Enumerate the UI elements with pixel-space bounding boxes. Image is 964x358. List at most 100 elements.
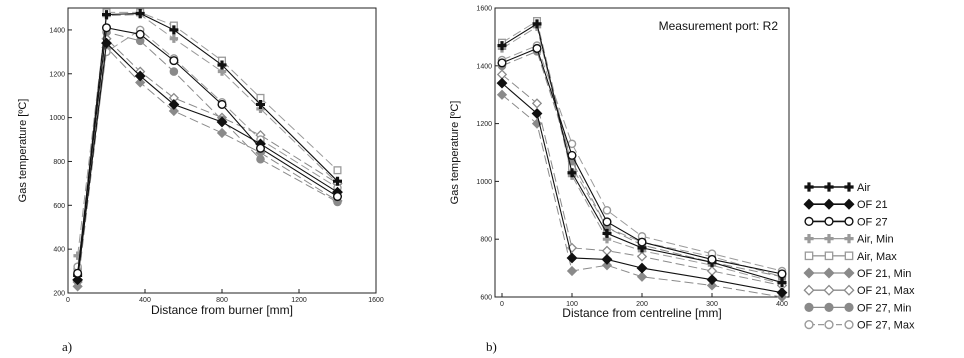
- x-tick-label: 400: [139, 297, 151, 304]
- data-point: [169, 56, 179, 66]
- data-point: [497, 41, 507, 51]
- data-point: [601, 260, 613, 271]
- data-point: [256, 154, 265, 164]
- legend-marker: [843, 284, 855, 296]
- legend-marker: [844, 302, 854, 313]
- x-tick-label: 1600: [368, 297, 384, 304]
- series-of-27: [73, 23, 343, 278]
- y-tick-label: 1600: [476, 6, 492, 13]
- y-tick-label: 1200: [49, 71, 65, 78]
- data-point: [332, 192, 343, 202]
- legend-entry: OF 27, Min: [804, 302, 911, 314]
- series-of-21-max: [72, 33, 343, 288]
- x-tick-label: 400: [776, 301, 788, 308]
- legend-marker: [803, 267, 815, 279]
- series-of-27-min: [73, 27, 342, 274]
- legend-marker: [804, 234, 814, 244]
- data-point: [602, 217, 612, 227]
- data-point: [169, 34, 179, 43]
- panel-label: a): [62, 339, 72, 354]
- y-tick-label: 200: [53, 291, 65, 298]
- data-point: [216, 116, 228, 128]
- data-point: [217, 99, 227, 109]
- legend-marker: [844, 216, 854, 227]
- data-point: [255, 143, 266, 153]
- x-tick-label: 100: [566, 301, 578, 308]
- data-point: [637, 237, 647, 247]
- legend-marker: [844, 182, 854, 192]
- y-tick-label: 1000: [476, 179, 492, 186]
- series-of-21: [72, 37, 343, 286]
- data-point: [777, 269, 787, 279]
- legend-marker: [804, 319, 814, 330]
- legend-entry: OF 27, Max: [804, 319, 915, 332]
- legend-marker: [804, 302, 814, 313]
- series-air-max: [73, 8, 342, 276]
- data-point: [566, 265, 578, 277]
- data-point: [102, 10, 111, 20]
- data-point: [496, 89, 508, 100]
- legend-marker: [804, 216, 814, 227]
- legend-entry: Air: [804, 182, 871, 194]
- legend-marker: [803, 284, 815, 296]
- x-axis-label: Distance from burner [mm]: [151, 303, 293, 317]
- y-tick-label: 600: [53, 203, 65, 210]
- data-point: [602, 228, 612, 238]
- data-point: [169, 67, 179, 76]
- legend-label: OF 21, Min: [857, 268, 911, 280]
- legend-marker: [823, 198, 835, 210]
- y-tick-label: 800: [480, 237, 492, 244]
- legend-marker: [823, 284, 835, 296]
- series-of-21-max: [496, 69, 788, 291]
- data-point: [636, 251, 648, 262]
- legend-marker: [824, 319, 834, 330]
- legend-marker: [803, 198, 815, 210]
- series-of-21: [496, 77, 788, 299]
- y-tick-label: 1400: [476, 63, 492, 70]
- legend-label: OF 27: [857, 216, 888, 228]
- legend-entry: Air, Min: [804, 234, 894, 246]
- data-point: [706, 265, 718, 277]
- panel-label: b): [486, 339, 497, 354]
- x-axis-label: Distance from centreline [mm]: [562, 306, 721, 320]
- legend-marker: [844, 251, 854, 261]
- series-of-27: [497, 43, 787, 279]
- measurement-port-annotation: Measurement port: R2: [659, 19, 779, 33]
- x-tick-label: 800: [216, 297, 228, 304]
- legend-label: OF 27, Min: [857, 302, 911, 314]
- legend-entry: OF 21: [803, 198, 888, 211]
- x-tick-label: 300: [706, 301, 718, 308]
- data-point: [532, 43, 542, 53]
- legend-marker: [823, 267, 835, 279]
- data-point: [567, 150, 577, 160]
- legend-label: Air, Max: [857, 251, 897, 263]
- y-tick-label: 600: [480, 295, 492, 302]
- data-point: [101, 23, 112, 33]
- y-tick-label: 1200: [476, 121, 492, 128]
- data-point: [72, 274, 84, 286]
- legend-entry: OF 21, Min: [803, 267, 911, 280]
- data-point: [216, 127, 228, 139]
- legend-marker: [804, 251, 814, 261]
- legend-marker: [843, 267, 855, 279]
- chart-panel-b: 0 100 200 300 400 600 800 1000 1200 1400 1600 Dista…: [449, 6, 790, 354]
- chart-panel-a: 0 400 800 1200 1600 200 400 600 800 1000 1200 1400 D…: [17, 7, 384, 354]
- data-point: [777, 278, 787, 288]
- data-point: [531, 98, 543, 109]
- data-point: [217, 60, 227, 70]
- legend-marker: [824, 234, 834, 244]
- x-tick-label: 200: [636, 301, 648, 308]
- legend-label: Air, Min: [857, 234, 894, 246]
- x-tick-label: 0: [66, 297, 70, 304]
- legend-marker: [824, 302, 834, 313]
- legend-entry: OF 21, Max: [803, 284, 915, 297]
- series-line: [77, 31, 338, 269]
- legend-marker: [843, 198, 855, 210]
- legend-marker: [824, 216, 834, 227]
- data-point: [135, 77, 146, 88]
- data-point: [256, 99, 265, 109]
- data-point: [601, 245, 613, 256]
- legend-marker: [824, 182, 834, 192]
- series-air-min: [73, 10, 342, 260]
- data-point: [497, 58, 507, 68]
